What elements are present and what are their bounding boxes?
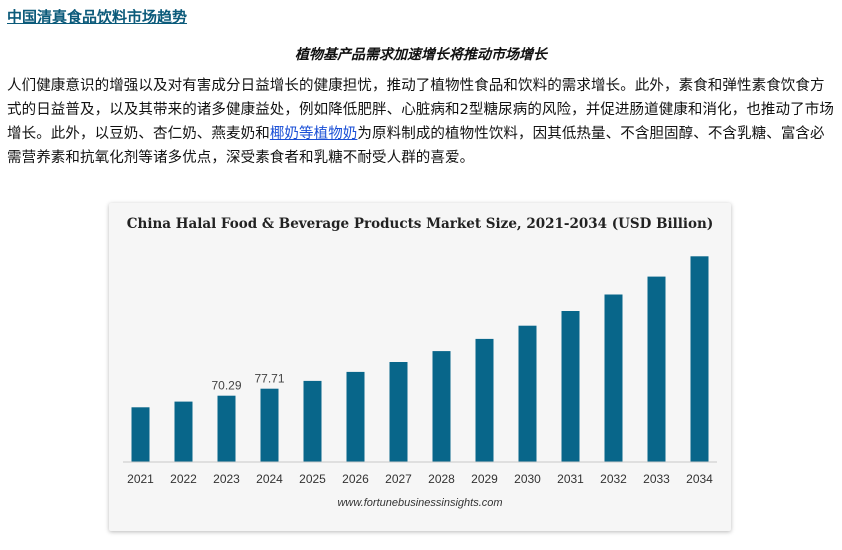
- bar-2034: [690, 256, 709, 462]
- bar-2028: [432, 351, 451, 462]
- bar-2027: [389, 362, 408, 462]
- paragraph-text-before-link: 人们健康意识的增强以及对有害成分日益增长的健康担忧，推动了植物性食品和饮料的需求…: [7, 78, 834, 142]
- bar-2031: [561, 311, 580, 462]
- chart-card: China Halal Food & Beverage Products Mar…: [109, 203, 731, 531]
- x-tick-label-2030: 2030: [514, 472, 541, 486]
- x-tick-label-2023: 2023: [213, 472, 240, 486]
- x-tick-label-2034: 2034: [686, 472, 713, 486]
- bar-2021: [131, 407, 150, 462]
- chart-title: China Halal Food & Beverage Products Mar…: [127, 216, 713, 232]
- bar-2023: [217, 395, 236, 462]
- x-tick-label-2033: 2033: [643, 472, 670, 486]
- bar-2022: [174, 401, 193, 462]
- x-tick-label-2032: 2032: [600, 472, 627, 486]
- plant-milk-link[interactable]: 椰奶等植物奶: [269, 126, 358, 142]
- data-label-2024: 77.71: [254, 372, 284, 386]
- section-subtitle: 植物基产品需求加速增长将推动市场增长: [295, 47, 547, 63]
- bar-2030: [518, 325, 537, 462]
- paragraph-text-after-link: 为原料制成的植物性饮料，因其低热量、不含胆固醇、不含乳糖、富含必需营养素和抗氧化…: [7, 126, 825, 166]
- market-size-bar-chart: China Halal Food & Beverage Products Mar…: [123, 216, 717, 509]
- x-tick-label-2027: 2027: [385, 472, 412, 486]
- x-tick-label-2024: 2024: [256, 472, 283, 486]
- body-paragraph: 人们健康意识的增强以及对有害成分日益增长的健康担忧，推动了植物性食品和饮料的需求…: [7, 74, 837, 170]
- bar-2032: [604, 294, 623, 462]
- bar-2026: [346, 371, 365, 462]
- bar-2024: [260, 388, 279, 462]
- x-tick-label-2026: 2026: [342, 472, 369, 486]
- x-tick-label-2028: 2028: [428, 472, 455, 486]
- x-tick-label-2029: 2029: [471, 472, 498, 486]
- x-tick-label-2021: 2021: [127, 472, 154, 486]
- x-tick-label-2025: 2025: [299, 472, 326, 486]
- bar-2029: [475, 338, 494, 462]
- x-tick-label-2031: 2031: [557, 472, 584, 486]
- bar-2025: [303, 380, 322, 462]
- data-label-2023: 70.29: [211, 379, 241, 393]
- source-credit: www.fortunebusinessinsights.com: [337, 497, 502, 509]
- bar-2033: [647, 276, 666, 462]
- x-tick-label-2022: 2022: [170, 472, 197, 486]
- page-title[interactable]: 中国清真食品饮料市场趋势: [7, 8, 188, 26]
